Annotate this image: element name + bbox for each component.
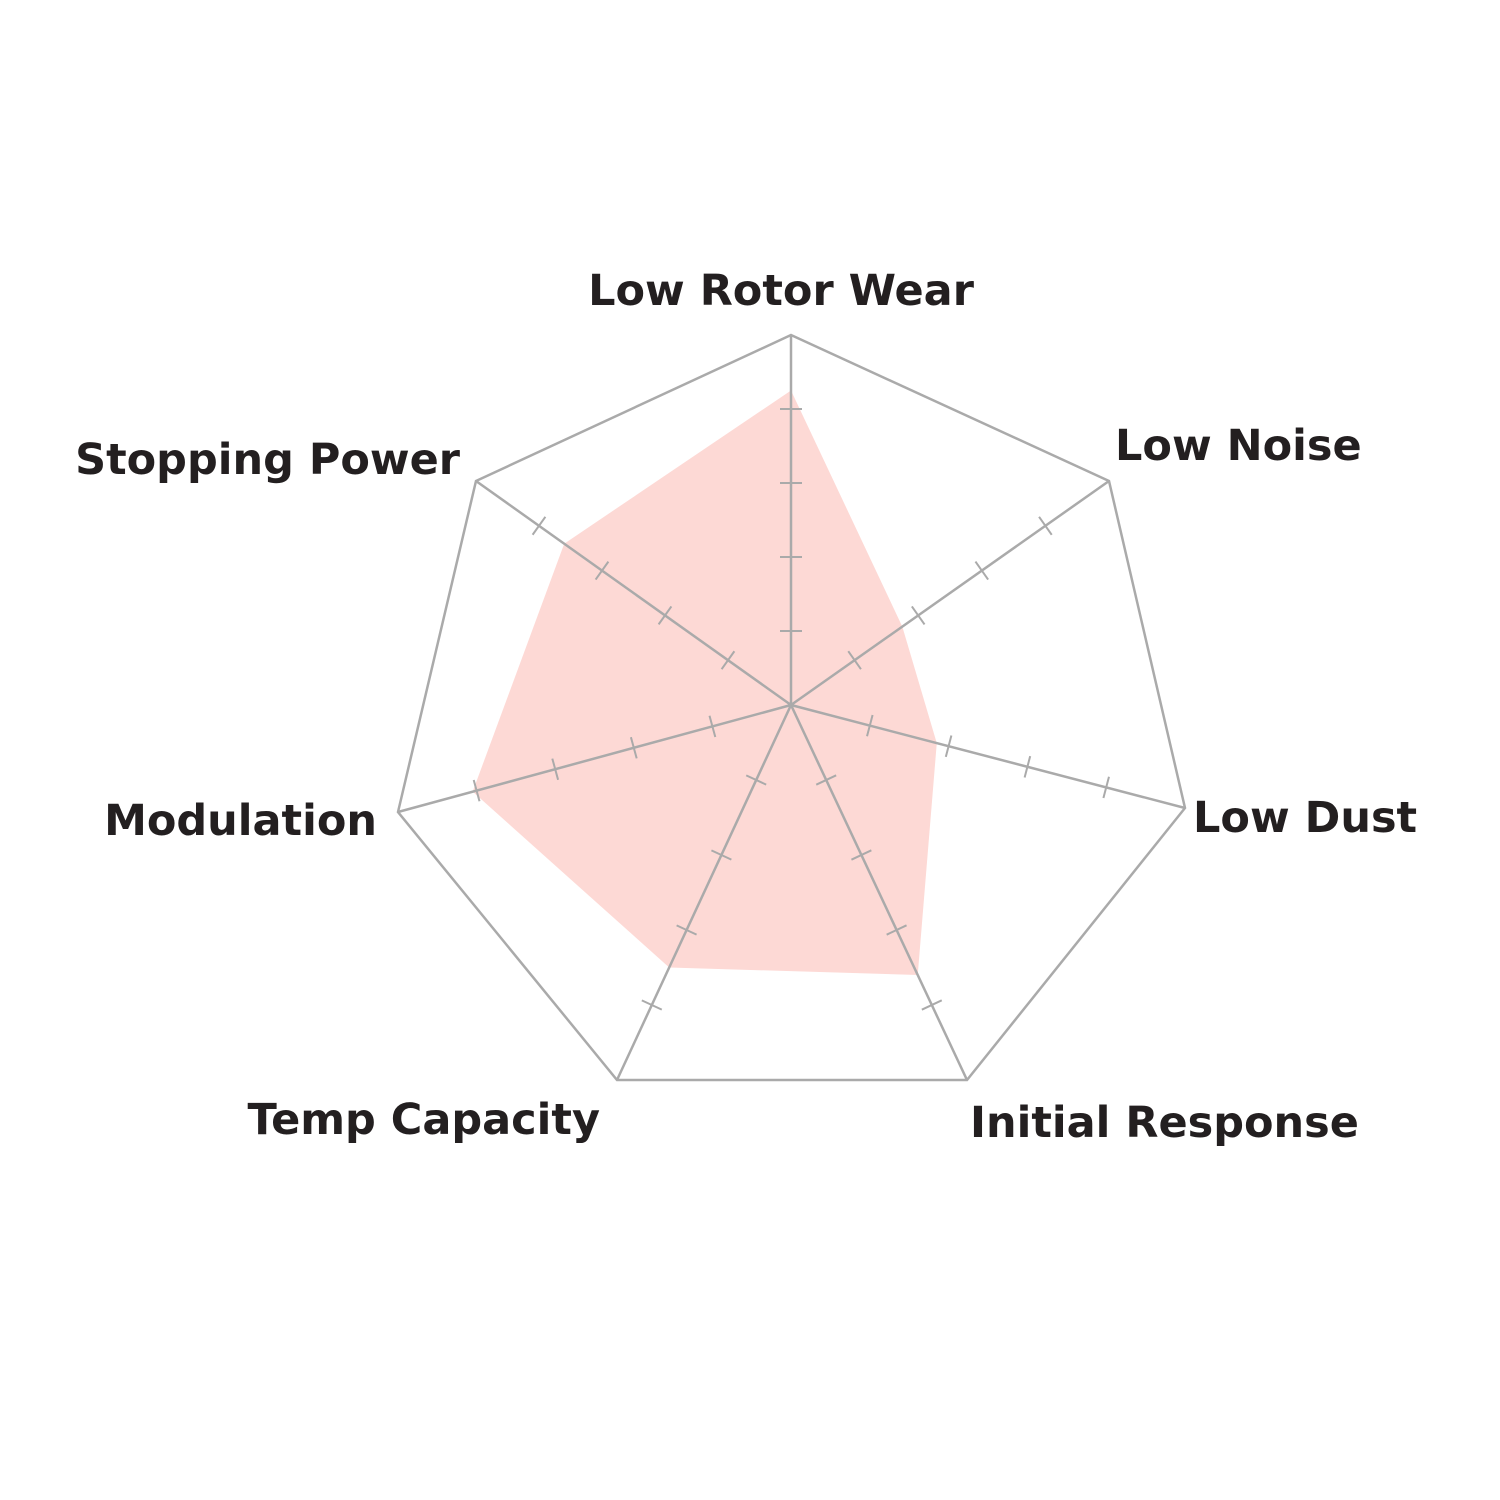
axis-tick <box>1038 516 1053 536</box>
axis-tick <box>911 605 926 625</box>
axis-tick <box>676 924 697 936</box>
axis-tick <box>815 774 837 786</box>
axis-tick <box>921 999 943 1011</box>
axis-tick <box>720 650 736 670</box>
axis-tick <box>708 715 717 738</box>
axis-tick <box>974 561 989 581</box>
axis-tick <box>1102 776 1110 799</box>
grid-outline <box>396 333 1187 1082</box>
axis-tick <box>551 758 560 781</box>
axis-label: Low Dust <box>1193 793 1417 843</box>
axis-line <box>790 479 1110 707</box>
axis-tick <box>847 650 862 670</box>
axis-tick <box>745 774 767 786</box>
axis-tick <box>866 714 874 737</box>
axis-tick <box>1023 755 1032 778</box>
axis-tick <box>944 735 953 758</box>
data-area <box>472 390 937 975</box>
axis-tick <box>531 516 547 536</box>
axis-label: Stopping Power <box>75 435 461 485</box>
axis-tick <box>711 849 732 861</box>
axis-tick <box>851 849 872 861</box>
axis-label: Modulation <box>104 796 377 846</box>
axis-label: Temp Capacity <box>247 1095 600 1145</box>
axis-line <box>789 704 969 1081</box>
axis-tick <box>594 561 610 581</box>
axis-tick <box>472 779 481 802</box>
axis-line <box>790 703 1186 810</box>
axis-tick <box>886 924 907 936</box>
axis-tick <box>629 736 638 759</box>
axis-line <box>397 703 792 814</box>
axis-label: Low Noise <box>1115 421 1362 471</box>
axis-line <box>475 479 792 707</box>
axis-label: Low Rotor Wear <box>588 266 975 316</box>
axis-tick <box>657 605 673 625</box>
axis-line <box>615 704 793 1081</box>
axis-label: Initial Response <box>970 1098 1359 1148</box>
axis-tick <box>641 999 663 1011</box>
